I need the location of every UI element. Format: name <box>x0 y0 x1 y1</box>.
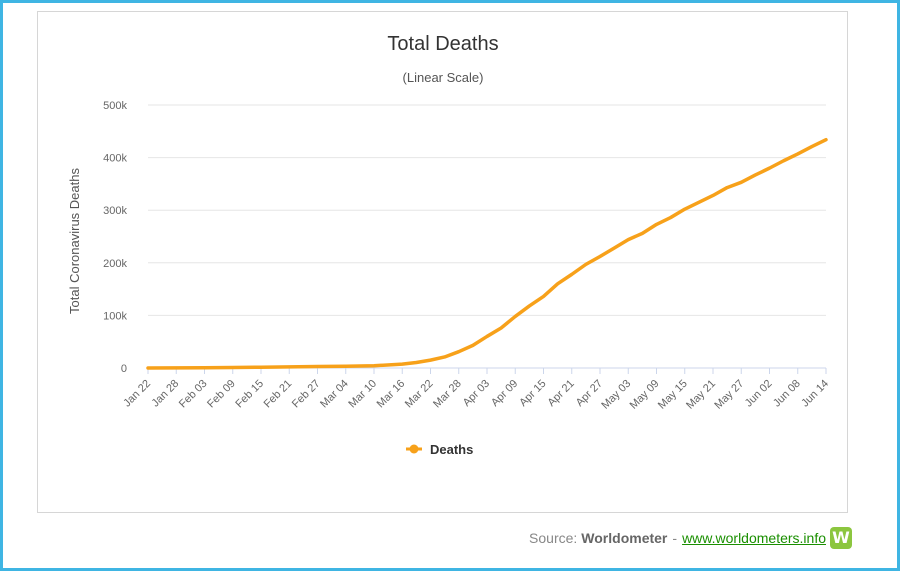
x-tick-label: Mar 10 <box>346 378 379 411</box>
source-credit: Source: Worldometer - www.worldometers.i… <box>529 527 852 549</box>
x-tick-label: Feb 27 <box>290 378 323 411</box>
x-tick-label: Apr 03 <box>461 378 492 409</box>
y-tick-label: 300k <box>103 205 127 217</box>
y-tick-label: 400k <box>103 153 127 165</box>
x-tick-label: May 21 <box>684 378 718 412</box>
x-tick-label: Feb 21 <box>262 378 295 411</box>
x-tick-label: Mar 28 <box>431 378 464 411</box>
x-tick-label: Mar 22 <box>403 378 436 411</box>
worldometer-logo-icon[interactable]: W <box>830 527 852 549</box>
y-tick-label: 200k <box>103 258 127 270</box>
x-tick-label: Jun 14 <box>799 378 831 410</box>
series-line-deaths <box>146 137 828 370</box>
y-tick-label: 0 <box>121 363 127 375</box>
total-deaths-chart: Total Deaths (Linear Scale) Total Corona… <box>67 33 831 457</box>
y-axis-title: Total Coronavirus Deaths <box>67 168 82 314</box>
legend[interactable]: Deaths <box>406 442 473 457</box>
chart-container: Total Deaths (Linear Scale) Total Corona… <box>37 11 848 513</box>
x-tick-label: Mar 04 <box>318 378 351 411</box>
x-tick-label: May 09 <box>628 378 662 412</box>
x-tick-label: Feb 15 <box>233 378 266 411</box>
x-tick-label: Feb 03 <box>177 378 210 411</box>
x-tick-label: Jan 22 <box>121 378 153 410</box>
legend-deaths-label[interactable]: Deaths <box>430 442 473 457</box>
chart-subtitle: (Linear Scale) <box>403 70 484 85</box>
chart-title: Total Deaths <box>387 33 498 55</box>
source-prefix: Source: <box>529 530 578 546</box>
x-tick-label: Jan 28 <box>150 378 182 410</box>
y-tick-label: 500k <box>103 100 127 112</box>
legend-deaths-marker <box>409 444 419 454</box>
source-link[interactable]: www.worldometers.info <box>682 530 826 546</box>
source-brand: Worldometer <box>581 530 668 546</box>
x-tick-label: May 03 <box>599 378 633 412</box>
x-tick-label: Jun 02 <box>743 378 775 410</box>
x-tick-label: Apr 15 <box>517 378 548 409</box>
x-tick-label: Apr 09 <box>489 378 520 409</box>
x-tick-label: May 27 <box>712 378 746 412</box>
x-tick-label: Apr 21 <box>545 378 576 409</box>
source-dash: - <box>672 530 678 546</box>
x-tick-label: Jun 08 <box>771 378 803 410</box>
x-tick-label: Mar 16 <box>375 378 408 411</box>
x-tick-label: Feb 09 <box>205 378 238 411</box>
y-tick-label: 100k <box>103 310 127 322</box>
x-tick-label: May 15 <box>656 378 690 412</box>
